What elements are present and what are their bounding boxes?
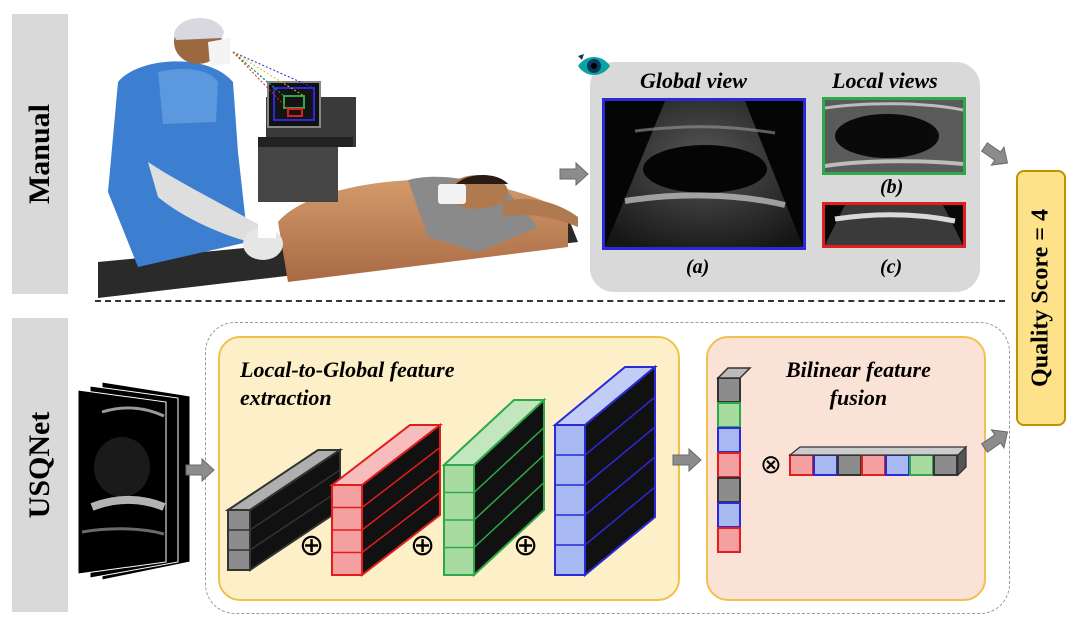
global-view-title: Global view (640, 68, 747, 93)
horizontal-vector-side (957, 445, 967, 477)
arrow-to-fusion (672, 447, 702, 473)
horizontal-vector-cell (813, 454, 838, 476)
feature-block-gray (224, 448, 344, 572)
feature-extraction-title: Local-to-Global feature extraction (240, 356, 454, 412)
vertical-vector-cell (717, 502, 741, 528)
horizontal-vector-cell (837, 454, 862, 476)
horizontal-vector-cell (933, 454, 958, 476)
manual-scanning-photo (98, 17, 578, 298)
caption-b: (b) (880, 176, 904, 198)
bilinear-fusion-title: Bilinear feature fusion (786, 356, 931, 412)
feature-extraction-title-line2: extraction (240, 385, 332, 410)
usqnet-row-tab: USQNet (12, 318, 68, 612)
horizontal-vector-top (788, 446, 968, 456)
arrow-to-views (559, 161, 589, 187)
feature-extraction-title-line1: Local-to-Global feature (240, 357, 455, 382)
bilinear-fusion-title-line2: fusion (829, 385, 888, 410)
vertical-vector-cell (717, 477, 741, 503)
vertical-vector-top (716, 367, 752, 379)
global-view-ultrasound (602, 98, 806, 250)
arrow-to-extraction (185, 457, 215, 483)
horizontal-vector-cell (909, 454, 934, 476)
feature-block-blue (552, 364, 658, 578)
quality-score-box: Quality Score = 4 (1016, 170, 1066, 426)
local-views-title: Local views (832, 68, 938, 93)
feature-block-green (441, 397, 547, 578)
input-ultrasound-frames (77, 381, 191, 581)
horizontal-vector-cell (861, 454, 886, 476)
feature-block-red (329, 422, 443, 578)
manual-row-tab: Manual (12, 14, 68, 294)
vertical-vector-cell (717, 452, 741, 478)
arrow-to-score-top (980, 142, 1009, 166)
eye-icon (578, 54, 610, 75)
arrow-to-score-bottom (980, 429, 1009, 453)
local-view-red-ultrasound (822, 202, 966, 248)
vertical-vector-cell (717, 377, 741, 403)
horizontal-vector-cell (885, 454, 910, 476)
local-view-green-ultrasound (822, 97, 966, 175)
vertical-vector-cell (717, 427, 741, 453)
otimes-symbol: ⊗ (760, 450, 782, 480)
horizontal-vector-cell (789, 454, 814, 476)
bilinear-fusion-title-line1: Bilinear feature (786, 357, 931, 382)
caption-a: (a) (686, 256, 710, 278)
section-divider (95, 300, 1005, 302)
vertical-vector-cell (717, 527, 741, 553)
caption-c: (c) (880, 256, 903, 278)
vertical-vector-cell (717, 402, 741, 428)
